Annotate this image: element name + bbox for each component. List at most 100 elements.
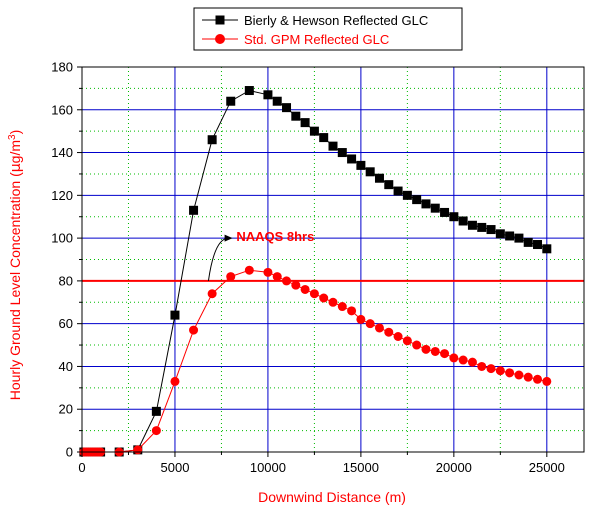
data-point-square	[207, 135, 217, 145]
data-point-circle	[402, 336, 412, 346]
data-point-circle	[412, 340, 422, 350]
data-point-square	[421, 199, 431, 209]
data-point-circle	[347, 306, 357, 316]
data-point-circle	[226, 272, 236, 282]
data-point-circle	[300, 284, 310, 294]
series-layer	[79, 86, 552, 457]
y-tick-label: 60	[59, 316, 73, 331]
y-axis-title: Hourly Ground Level Concentration (μg/m3…	[7, 130, 25, 401]
y-tick-label: 160	[51, 102, 73, 117]
x-axis-title: Downwind Distance (m)	[258, 489, 406, 505]
y-tick-label: 0	[66, 445, 73, 460]
data-point-square	[495, 229, 505, 239]
data-point-circle	[523, 372, 533, 382]
y-axis-title-sup: 3	[7, 134, 18, 140]
y-tick-label: 140	[51, 145, 73, 160]
data-point-circle	[505, 368, 515, 378]
data-point-circle	[421, 344, 431, 354]
data-point-square	[458, 216, 468, 226]
data-point-square	[328, 141, 338, 151]
data-point-circle	[282, 276, 292, 286]
legend-marker-circle	[215, 34, 225, 44]
x-tick-label: 25000	[529, 460, 565, 475]
y-axis-title-mu: μ	[8, 163, 24, 172]
data-point-circle	[365, 319, 375, 329]
data-point-square	[542, 244, 552, 254]
data-point-square	[402, 190, 412, 200]
legend-label-bierly: Bierly & Hewson Reflected GLC	[244, 13, 428, 28]
legend-label-gpm: Std. GPM Reflected GLC	[244, 32, 389, 47]
data-point-circle	[430, 346, 440, 356]
data-point-square	[309, 126, 319, 136]
data-point-square	[226, 96, 236, 106]
annotation-layer: NAAQS 8hrs	[207, 229, 314, 281]
data-point-circle	[151, 426, 161, 436]
data-point-square	[282, 103, 292, 113]
legend: Bierly & Hewson Reflected GLC Std. GPM R…	[193, 7, 463, 51]
data-point-circle	[477, 361, 487, 371]
data-point-circle	[337, 302, 347, 312]
data-point-square	[477, 222, 487, 232]
data-point-square	[291, 111, 301, 121]
legend-marker-square	[215, 15, 225, 25]
data-point-square	[486, 225, 496, 235]
x-tick-label: 0	[78, 460, 85, 475]
data-point-circle	[272, 272, 282, 282]
data-point-square	[440, 207, 450, 217]
data-point-circle	[291, 280, 301, 290]
data-point-circle	[263, 267, 273, 277]
data-point-square	[319, 133, 329, 143]
data-point-square	[374, 173, 384, 183]
data-point-circle	[495, 366, 505, 376]
data-point-square	[151, 406, 161, 416]
data-point-circle	[514, 370, 524, 380]
data-point-square	[467, 220, 477, 230]
y-tick-label: 40	[59, 359, 73, 374]
x-tick-label: 5000	[161, 460, 190, 475]
data-point-circle	[309, 289, 319, 299]
data-point-square	[393, 186, 403, 196]
data-point-square	[347, 154, 357, 164]
data-point-square	[356, 160, 366, 170]
data-point-circle	[328, 297, 338, 307]
series-line-bierly-hewson	[83, 89, 548, 453]
data-point-circle	[374, 323, 384, 333]
data-point-square	[449, 212, 459, 222]
data-point-square	[533, 240, 543, 250]
data-point-circle	[449, 353, 459, 363]
x-tick-label: 10000	[250, 460, 286, 475]
data-point-circle	[440, 349, 450, 359]
data-point-square	[384, 180, 394, 190]
data-point-circle	[356, 314, 366, 324]
data-point-square	[337, 148, 347, 158]
data-point-square	[170, 310, 180, 320]
x-tick-label: 20000	[436, 460, 472, 475]
data-point-circle	[319, 293, 329, 303]
data-point-square	[430, 203, 440, 213]
legend-box	[193, 7, 463, 51]
data-point-square	[365, 167, 375, 177]
data-point-circle	[207, 289, 217, 299]
data-point-square	[514, 233, 524, 243]
y-tick-label: 180	[51, 60, 73, 75]
data-point-circle	[458, 355, 468, 365]
y-tick-label: 120	[51, 188, 73, 203]
data-point-circle	[384, 327, 394, 337]
plot-frame	[81, 66, 585, 453]
data-point-square	[300, 118, 310, 128]
data-point-circle	[170, 376, 180, 386]
data-point-square	[263, 90, 273, 100]
annotation-arrowhead	[224, 234, 233, 242]
y-axis-title-suffix: )	[7, 130, 23, 135]
data-point-square	[244, 86, 254, 96]
data-point-square	[523, 237, 533, 247]
annotation-label: NAAQS 8hrs	[236, 229, 314, 244]
y-axis-title-prefix: Hourly Ground Level Concentration (	[7, 172, 23, 400]
data-point-circle	[189, 325, 199, 335]
data-point-square	[505, 231, 515, 241]
axes-layer: 0 5000 10000 15000 20000 25000 0 20 40 60 80 100 120…	[51, 60, 585, 475]
data-point-square	[189, 205, 199, 215]
grid	[82, 66, 584, 452]
data-point-circle	[393, 332, 403, 341]
